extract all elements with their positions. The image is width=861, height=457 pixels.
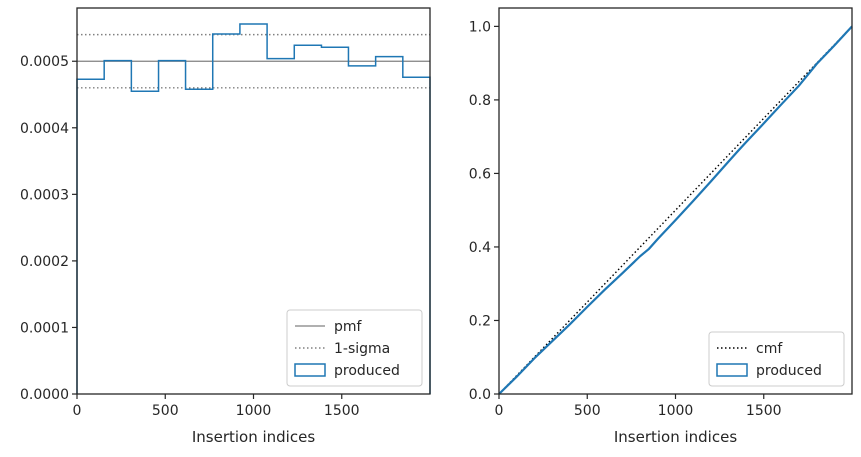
produced-cumulative-line [498,25,853,395]
y-tick-label: 0.0005 [20,54,69,70]
y-tick-label: 0.0002 [20,254,69,270]
pmf-histogram-chart: 0 500 1000 1500 0.0000 0.0001 0.0002 0.0003 0.00… [20,7,431,446]
y-tick-label: 0.0 [469,387,491,403]
x-tick-label: 0 [73,403,82,419]
y-tick-label: 0.0003 [20,187,69,203]
legend-handle-produced [294,363,326,377]
legend: pmf 1-sigma produced [286,309,423,387]
x-tick-label: 0 [495,403,504,419]
cmf-line [498,25,853,395]
y-tick-label: 0.2 [469,313,491,329]
y-tick-label: 0.0004 [20,121,69,137]
legend-box [286,309,423,387]
plot-area [498,25,853,395]
x-tick-label: 1500 [324,403,360,419]
x-tick-label: 1000 [658,403,694,419]
legend-label-sigma: 1-sigma [334,341,390,357]
legend-handle-produced [716,363,748,377]
legend-label-cmf: cmf [756,341,783,357]
x-tick-label: 1000 [236,403,272,419]
y-tick-label: 0.0001 [20,320,69,336]
legend-box [708,331,845,387]
produced-histogram-step [76,23,431,394]
x-axis-label: Insertion indices [614,428,737,446]
cmf-chart: 0 500 1000 1500 0.0 0.2 0.4 0.6 0.8 1.0 Insertion … [469,7,853,446]
legend-label-produced: produced [756,363,822,379]
x-tick-label: 500 [152,403,179,419]
y-tick-label: 0.6 [469,166,491,182]
legend-label-produced: produced [334,363,400,379]
legend-label-pmf: pmf [334,319,363,335]
y-tick-label: 0.0000 [20,387,69,403]
x-tick-label: 1500 [746,403,782,419]
plot-area [76,23,431,394]
legend: cmf produced [708,331,845,387]
y-tick-label: 0.8 [469,93,491,109]
x-tick-label: 500 [574,403,601,419]
x-axis-label: Insertion indices [192,428,315,446]
y-tick-label: 1.0 [469,19,491,35]
y-tick-label: 0.4 [469,240,491,256]
